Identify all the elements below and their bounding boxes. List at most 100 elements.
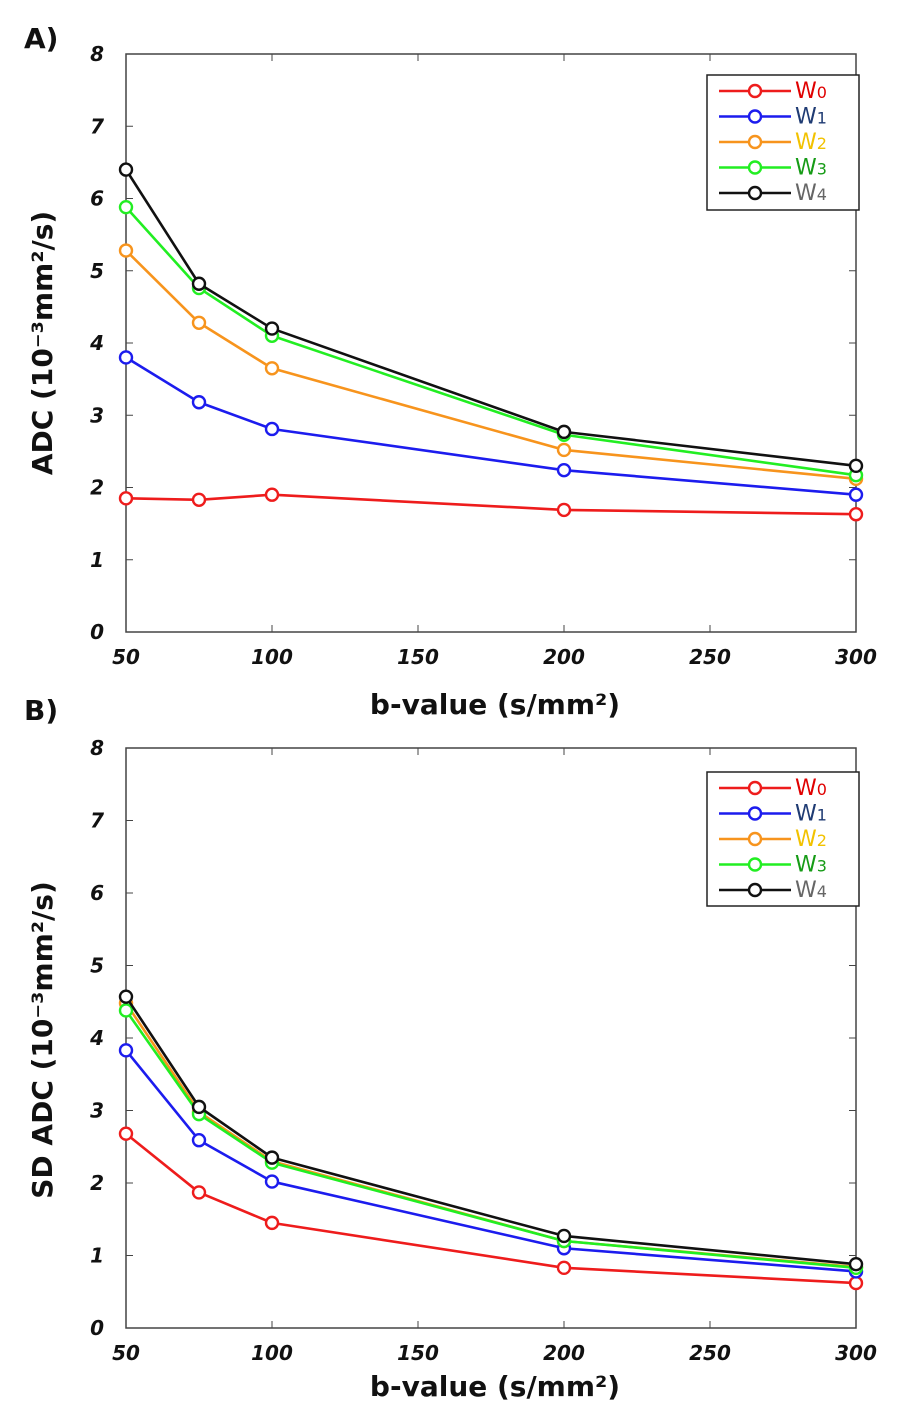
data-point [191,395,207,410]
legend-label: W4 [795,878,827,903]
legend-item: W4 [719,181,827,206]
legend-item: W3 [719,156,827,181]
axis-ticks-b: 0 1 2 3 4 5 6 7 8 50 100 150 200 250 300 [89,736,877,1365]
y-tick-label: 4 [89,1026,104,1050]
legend-marker [747,134,763,150]
series-w4 [118,989,864,1272]
x-tick-label: 100 [251,1341,293,1365]
data-point [191,315,207,330]
data-point [848,458,864,474]
data-point [118,491,134,506]
data-point [556,1260,572,1276]
y-tick-label: 0 [90,620,104,644]
data-point [264,361,280,376]
y-tick-label: 1 [90,1244,104,1268]
data-point [118,989,134,1004]
data-point [264,1150,280,1165]
data-point [556,1228,572,1244]
data-point [118,350,134,365]
data-point [264,321,280,336]
legend-marker [747,831,763,847]
data-point [118,1126,134,1141]
series-w0 [118,1126,864,1291]
legend-item: W3 [719,853,827,878]
x-tick-label: 50 [112,1341,140,1365]
x-tick-label: 50 [112,645,140,669]
data-point [556,462,572,478]
x-tick-label: 100 [251,645,293,669]
chart-panel-b: B) 0 1 2 3 4 5 6 7 8 50 100 150 200 250 300 b-value (s… [24,694,877,1403]
y-tick-label: 5 [90,954,104,978]
legend-label: W1 [795,802,827,827]
series-w1 [118,350,864,502]
x-tick-label: 250 [689,1341,731,1365]
x-tick-label: 150 [397,645,439,669]
legend-label: W4 [795,181,827,206]
y-tick-label: 4 [89,331,104,355]
data-point [848,487,864,502]
y-tick-label: 8 [90,42,104,66]
legend-label: W2 [795,130,827,155]
legend-label: W1 [795,105,827,130]
series-w2 [118,243,864,487]
x-tick-label: 200 [543,645,585,669]
series-group-b [118,989,864,1291]
y-tick-label: 6 [90,881,104,905]
data-point [118,199,134,215]
series-w4 [118,162,864,474]
y-tick-label: 0 [90,1316,104,1340]
y-tick-label: 2 [90,1171,104,1195]
x-tick-label: 300 [835,1341,877,1365]
y-tick-label: 2 [90,476,104,500]
chart-panel-a: A) 0 1 2 3 4 5 6 7 8 50 100 150 200 250 300 b-value (s… [24,22,877,721]
data-point [118,1043,134,1058]
legend-item: W4 [719,878,827,903]
y-tick-label: 3 [90,1099,104,1123]
data-point [556,502,572,518]
legend-label: W0 [795,79,827,104]
data-point [556,424,572,440]
data-point [264,421,280,437]
y-tick-label: 1 [90,548,104,572]
y-tick-label: 8 [90,736,104,760]
legend-label: W0 [795,776,827,801]
y-axis-label-a: ADC (10⁻³mm²/s) [26,211,59,475]
panel-label-a: A) [24,22,58,55]
data-point [264,1174,280,1189]
data-point [118,243,134,258]
data-point [118,162,134,177]
legend-marker [747,882,763,898]
legend-item: W1 [719,802,827,827]
data-point [848,1275,864,1291]
legend-item: W0 [719,79,827,104]
x-tick-label: 250 [689,645,731,669]
x-tick-label: 150 [397,1341,439,1365]
data-point [191,276,207,291]
legend-item: W1 [719,105,827,130]
y-tick-label: 7 [90,114,104,138]
data-point [556,442,572,458]
data-point [191,1099,207,1115]
axis-ticks-a: 0 1 2 3 4 5 6 7 8 50 100 150 200 250 300 [89,42,877,669]
panel-label-b: B) [24,694,58,727]
y-tick-label: 3 [90,403,104,427]
x-tick-label: 200 [543,1341,585,1365]
legend-label: W3 [795,156,827,181]
legend-marker [747,185,763,201]
data-point [191,492,207,507]
legend-marker [747,780,763,796]
y-tick-label: 5 [90,259,104,283]
x-axis-label-a: b-value (s/mm²) [370,688,620,721]
data-point [848,1256,864,1272]
legend-marker [747,806,763,821]
legend-marker [747,83,763,99]
legend-label: W2 [795,827,827,852]
legend-item: W2 [719,827,827,852]
legend-marker [747,857,763,872]
data-point [191,1185,207,1200]
data-point [264,487,280,502]
legend-marker [747,160,763,175]
